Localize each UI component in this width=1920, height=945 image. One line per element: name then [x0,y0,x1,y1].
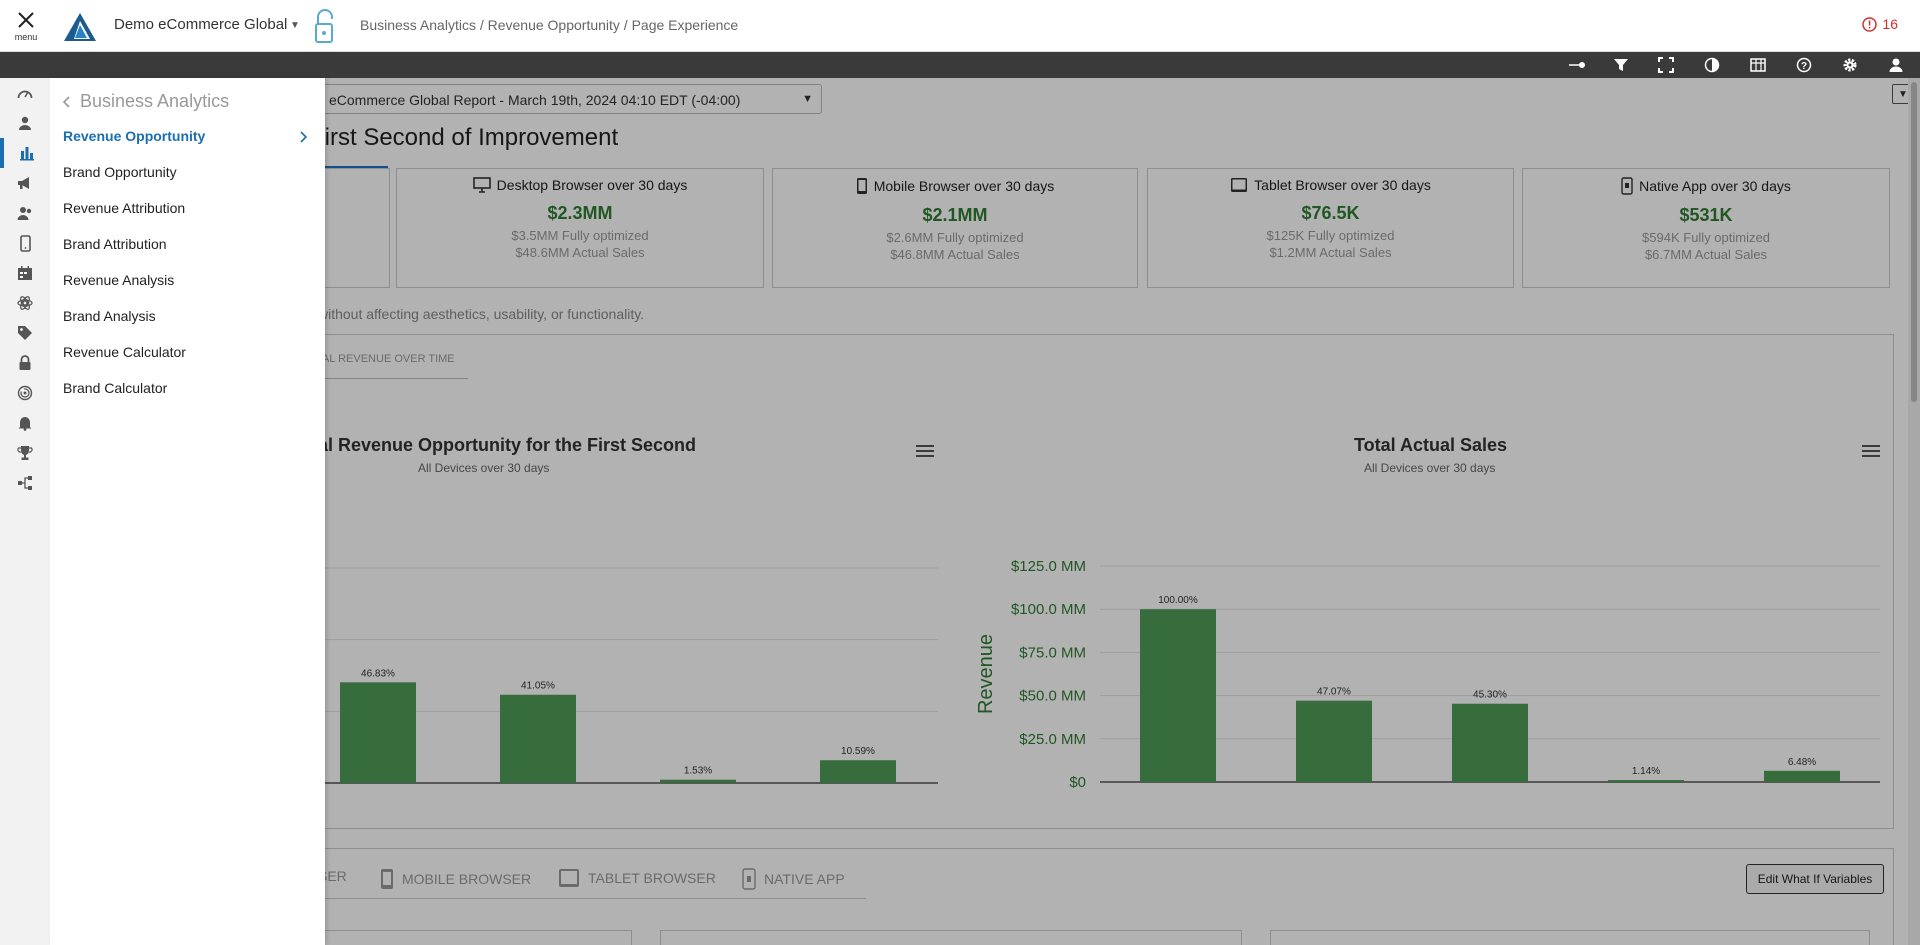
fullscreen-icon[interactable] [1657,56,1675,74]
campaign-icon [17,175,33,191]
rail-user-experience[interactable] [0,108,50,138]
nav-item-brand-calculator[interactable]: Brand Calculator [63,380,167,396]
alert-indicator[interactable]: 16 [1862,16,1898,32]
mobile-icon [20,235,31,252]
svg-text:?: ? [1801,61,1807,72]
rail-mobile[interactable] [0,228,50,258]
close-icon [16,10,36,30]
menu-label: menu [8,32,44,42]
menu-button[interactable]: menu [8,8,44,48]
calendar-icon [17,265,33,281]
contrast-icon[interactable] [1703,56,1721,74]
rail-flows[interactable] [0,468,50,498]
pin-icon[interactable] [1568,56,1586,74]
nav-item-revenue-calculator[interactable]: Revenue Calculator [63,344,186,360]
security-icon [18,355,32,371]
flow-icon [17,475,33,491]
nav-item-brand-attribution[interactable]: Brand Attribution [63,236,167,252]
app-logo [62,11,98,43]
unlock-icon[interactable] [312,8,338,44]
trophy-icon [17,445,33,461]
rail-integrations[interactable] [0,288,50,318]
rail-campaigns[interactable] [0,168,50,198]
nav-item-revenue-attribution[interactable]: Revenue Attribution [63,200,185,216]
user-experience-icon [17,115,33,131]
rail-alerts[interactable] [0,408,50,438]
filter-icon[interactable] [1612,56,1630,74]
nav-item-revenue-analysis[interactable]: Revenue Analysis [63,272,174,288]
settings-icon[interactable] [1841,56,1859,74]
business-analytics-icon [19,145,35,161]
rail-security[interactable] [0,348,50,378]
top-header: menu Demo eCommerce Global ▼ Business An… [0,0,1920,52]
org-dropdown-caret-icon[interactable]: ▼ [290,20,300,31]
rail-dashboard[interactable] [0,78,50,108]
user-icon[interactable] [1887,56,1905,74]
breadcrumb: Business Analytics / Revenue Opportunity… [360,17,738,33]
chevron-right-icon [300,131,308,143]
alert-icon [1862,17,1877,32]
rail-audience[interactable] [0,198,50,228]
tags-icon [17,325,33,341]
integrations-icon [17,295,33,311]
nav-drawer: Business Analytics Revenue Opportunity B… [50,78,325,945]
help-icon[interactable]: ? [1795,56,1813,74]
rail-business-analytics[interactable] [0,138,50,168]
nav-item-brand-opportunity[interactable]: Brand Opportunity [63,164,177,180]
org-name[interactable]: Demo eCommerce Global [114,16,287,33]
alert-count: 16 [1882,16,1898,32]
rail-fingerprint[interactable] [0,378,50,408]
nav-item-brand-analysis[interactable]: Brand Analysis [63,308,156,324]
nav-item-revenue-opportunity[interactable]: Revenue Opportunity [63,128,205,144]
chevron-left-icon [62,96,70,108]
icon-rail [0,78,50,945]
alerts-icon [17,415,33,431]
rail-tags[interactable] [0,318,50,348]
dashboard-icon [17,87,33,99]
drawer-back-button[interactable]: Business Analytics [62,91,229,112]
columns-icon[interactable] [1749,56,1767,74]
rail-achievements[interactable] [0,438,50,468]
fingerprint-icon [17,385,33,401]
toolbar: ? [0,52,1920,78]
drawer-title: Business Analytics [80,91,229,112]
audience-icon [17,205,33,221]
rail-calendar[interactable] [0,258,50,288]
